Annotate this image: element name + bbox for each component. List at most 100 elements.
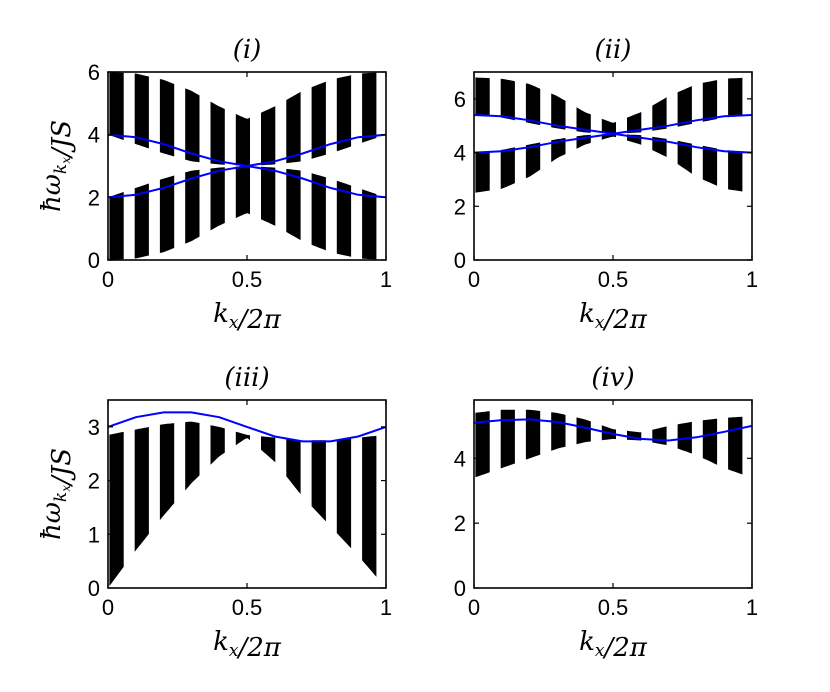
bulk-band-stripe: [627, 112, 642, 134]
y-axis-label: ħωkx/JS: [37, 448, 77, 540]
bulk-band-stripe: [261, 106, 276, 166]
bulk-band-stripe: [728, 416, 743, 475]
panel-iii: 0 0.5 1 0 1 2 3 (iii) kx/2π ħωkx/JS: [37, 363, 392, 663]
x-tick-label: 0.5: [232, 267, 263, 292]
bulk-band-stripe: [109, 192, 124, 260]
bulk-band-stripe: [159, 79, 175, 157]
bulk-band-stripe: [362, 189, 377, 260]
panel-title: (ii): [595, 35, 632, 65]
bulk-band-stripe: [134, 183, 149, 259]
bulk-band-stripe: [728, 77, 743, 118]
bulk-band-stripe: [336, 180, 352, 257]
bulk-band-stripe: [286, 91, 301, 164]
bulk-band-stripe: [134, 73, 149, 149]
y-tick-label: 3: [88, 415, 100, 440]
x-tick-label: 0.5: [598, 267, 629, 292]
bulk-band-stripe: [134, 427, 149, 552]
bulk-band-stripe: [210, 167, 225, 231]
bulk-band-stripe: [261, 436, 276, 463]
bulk-band-stripe: [311, 440, 326, 522]
x-tick-label: 0.5: [232, 595, 263, 620]
bulk-band-stripe: [677, 86, 692, 127]
bulk-band-stripe: [500, 147, 515, 189]
plot-area: [108, 72, 386, 260]
y-axis-label: ħωkx/JS: [37, 120, 77, 212]
edge-mode-line: [474, 418, 752, 442]
bulk-band-stripe: [109, 72, 124, 140]
bulk-band-stripe: [311, 81, 326, 159]
y-tick-label: 0: [88, 576, 100, 601]
y-tick-label: 0: [454, 576, 466, 601]
edge-mode-line: [108, 411, 386, 443]
panel-title: (i): [233, 35, 262, 65]
bulk-band-stripe: [159, 423, 175, 521]
bulk-band-stripe: [702, 418, 718, 465]
x-tick-label: 0.5: [598, 595, 629, 620]
bulk-band-stripe: [551, 93, 566, 130]
bulk-band-stripe: [362, 435, 377, 577]
x-tick-label: 0: [468, 267, 480, 292]
bulk-band-stripe: [525, 83, 541, 126]
bulk-band-stripe: [551, 138, 566, 163]
edge-mode-line: [474, 114, 752, 154]
plot-area: [474, 409, 752, 478]
y-tick-label: 0: [88, 248, 100, 273]
plot-area: [474, 77, 752, 193]
x-axis-label: kx/2π: [579, 627, 648, 663]
bulk-band-stripe: [652, 97, 667, 131]
y-tick-label: 6: [88, 60, 100, 85]
bulk-band-stripe: [576, 417, 591, 445]
x-tick-label: 1: [746, 267, 758, 292]
x-axis-label: kx/2π: [213, 299, 282, 335]
bulk-band-stripe: [235, 166, 250, 219]
panel-i: 0 0.5 1 0 2 4 6 (i) kx/2π ħωkx/JS: [37, 35, 392, 335]
bulk-band-stripe: [286, 168, 301, 241]
bulk-band-stripe: [261, 166, 276, 226]
bulk-band-stripe: [475, 411, 490, 478]
bulk-band-stripe: [336, 438, 352, 549]
y-tick-label: 0: [454, 248, 466, 273]
y-tick-label: 2: [454, 511, 466, 536]
bulk-band-stripe: [185, 421, 200, 491]
x-tick-label: 1: [746, 595, 758, 620]
bulk-band-stripe: [475, 151, 490, 193]
bulk-band-stripe: [702, 80, 718, 122]
x-axis-label: kx/2π: [579, 299, 648, 335]
bulk-band-stripe: [336, 75, 352, 152]
bulk-band-stripe: [286, 438, 301, 495]
y-tick-label: 4: [454, 141, 466, 166]
edge-mode-line: [108, 133, 386, 199]
panel-iv: 0 0.5 1 0 2 4 (iv) kx/2π: [454, 363, 758, 663]
bulk-band-stripe: [210, 425, 225, 465]
bulk-band-stripe: [235, 113, 250, 166]
bulk-band-stripe: [525, 409, 541, 460]
y-tick-label: 2: [88, 469, 100, 494]
bulk-band-stripe: [576, 107, 591, 133]
bulk-band-stripe: [159, 175, 175, 253]
bulk-band-stripe: [185, 88, 200, 163]
panel-title: (iii): [224, 363, 269, 393]
y-tick-label: 6: [454, 87, 466, 112]
bulk-band-stripe: [702, 145, 718, 186]
y-tick-label: 2: [88, 185, 100, 210]
y-tick-label: 1: [88, 522, 100, 547]
x-tick-label: 1: [380, 267, 392, 292]
x-tick-label: 0: [102, 267, 114, 292]
panel-title: (iv): [591, 363, 634, 393]
bulk-band-stripe: [652, 426, 667, 445]
y-tick-label: 4: [454, 446, 466, 471]
bulk-band-stripe: [362, 72, 377, 143]
bulk-band-stripe: [551, 412, 566, 451]
x-tick-label: 0: [468, 595, 480, 620]
bulk-band-stripe: [500, 409, 515, 469]
bulk-band-stripe: [677, 140, 692, 174]
bulk-band-stripe: [185, 169, 200, 244]
bulk-band-stripe: [109, 431, 124, 587]
bulk-band-stripe: [525, 142, 541, 179]
bulk-band-stripe: [728, 150, 743, 192]
x-tick-label: 1: [380, 595, 392, 620]
bulk-band-stripe: [500, 78, 515, 121]
panel-ii: 0 0.5 1 0 2 4 6 (ii) kx/2π: [454, 35, 758, 335]
y-tick-label: 4: [88, 123, 100, 148]
bulk-band-stripe: [475, 77, 490, 117]
